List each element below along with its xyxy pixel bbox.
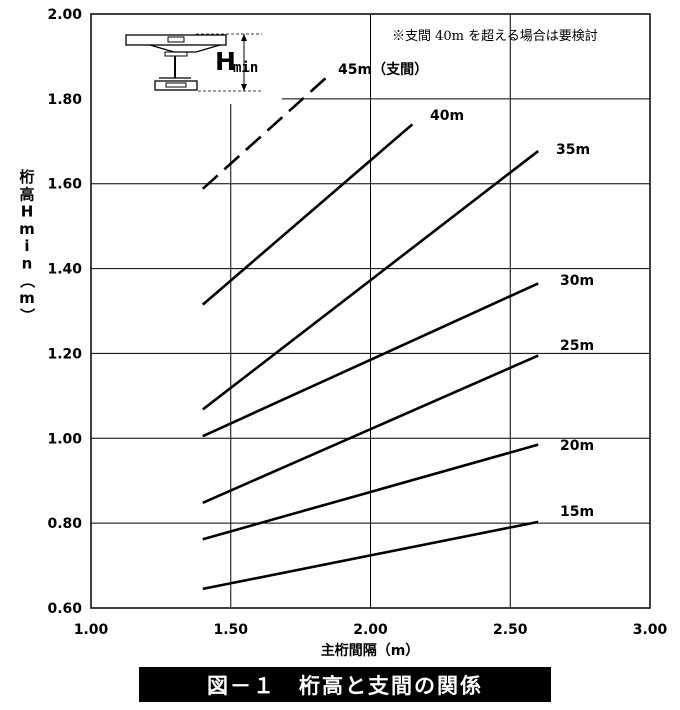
series-label: 30m [560,273,594,289]
series-lines [201,74,539,591]
series-label: 15m [560,504,594,520]
y-tick-label: 0.60 [47,601,82,617]
x-tick-label: 1.50 [213,622,248,638]
girder-diagram: H min [91,14,282,104]
y-tick-label: 2.00 [47,7,82,23]
series-label: 45m（支間） [338,61,428,78]
series-line [201,123,414,306]
hmin-sub-label: min [233,60,258,76]
tick-labels: 1.00 1.50 2.00 2.50 3.00 0.60 0.80 1.00 1.20 1.40… [47,7,667,638]
y-axis-title-char: 高 [19,185,34,203]
y-tick-label: 1.20 [47,346,82,362]
y-tick-label: 1.40 [47,262,82,278]
x-axis-title: 主桁間隔（m） [321,642,420,659]
y-tick-label: 0.80 [47,516,82,532]
hmin-main-label: H [215,47,236,76]
y-tick-label: 1.00 [47,431,82,447]
series-label: 40m [430,108,464,124]
chart-note: ※支間 40m を超える場合は要検討 [392,28,598,44]
grid [91,14,650,608]
y-axis-title-char: 桁 [19,168,34,186]
y-tick-label: 1.80 [47,92,82,108]
x-tick-label: 2.00 [353,622,388,638]
series-label: 25m [560,338,594,354]
y-axis-title-char: m [19,289,35,307]
series-labels: 15m 20m 25m 30m 35m 40m 45m（支間） [338,61,594,520]
y-axis-title-char: ） [18,308,36,323]
series-label: 35m [556,142,590,158]
x-tick-label: 3.00 [633,622,668,638]
plot-border [90,13,651,609]
x-tick-label: 2.50 [493,622,528,638]
series-line [202,282,539,438]
series-label: 20m [560,438,594,454]
y-axis-title-char: （ [18,273,36,288]
y-axis-title-char: m [19,220,35,238]
y-axis-title-char: i [24,237,29,255]
figure-caption: 図－１ 桁高と支間の関係 [139,667,551,702]
series-line [202,150,539,411]
series-line [202,520,539,591]
series-line [202,354,539,504]
series-line [202,443,539,541]
y-axis-title-char: n [22,255,33,273]
y-tick-label: 1.60 [47,177,82,193]
x-tick-label: 1.00 [74,622,109,638]
y-axis-title-char: H [21,203,34,221]
